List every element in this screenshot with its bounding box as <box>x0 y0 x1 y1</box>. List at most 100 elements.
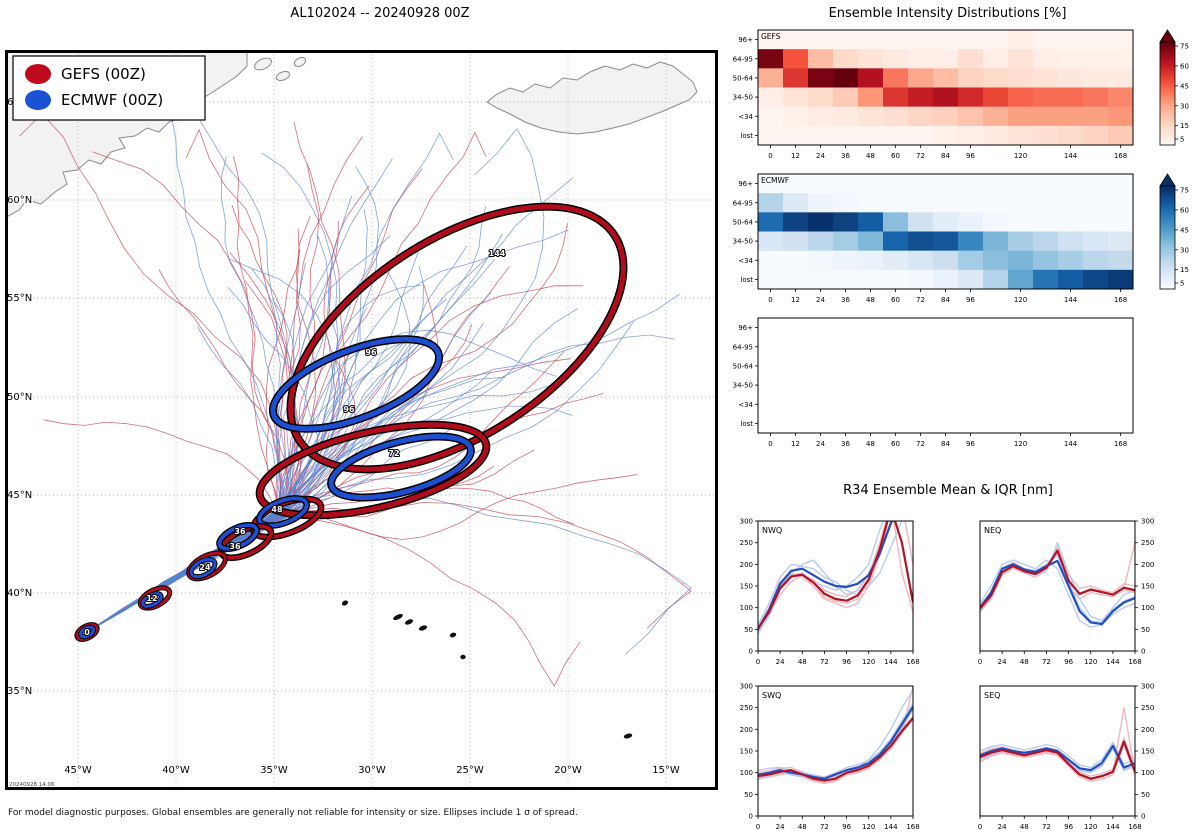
svg-text:12: 12 <box>791 440 800 448</box>
svg-text:100: 100 <box>1141 769 1154 777</box>
svg-text:144: 144 <box>489 249 506 258</box>
svg-text:72: 72 <box>916 440 925 448</box>
svg-text:50°N: 50°N <box>7 392 32 403</box>
svg-text:24: 24 <box>816 440 825 448</box>
svg-text:168: 168 <box>1128 658 1141 666</box>
svg-text:96: 96 <box>365 348 377 357</box>
svg-text:75: 75 <box>1180 43 1189 51</box>
svg-text:100: 100 <box>740 604 753 612</box>
svg-text:SWQ: SWQ <box>762 691 781 700</box>
svg-text:48: 48 <box>866 296 875 304</box>
svg-text:72: 72 <box>916 296 925 304</box>
svg-text:96+: 96+ <box>738 36 753 44</box>
svg-text:5: 5 <box>1180 136 1184 144</box>
svg-text:34-50: 34-50 <box>733 94 753 102</box>
svg-text:250: 250 <box>740 704 753 712</box>
svg-text:120: 120 <box>1084 658 1097 666</box>
svg-text:0: 0 <box>749 813 753 821</box>
svg-text:72: 72 <box>1042 823 1051 831</box>
svg-text:lost: lost <box>740 132 753 140</box>
svg-text:30°W: 30°W <box>358 765 386 776</box>
svg-text:64-95: 64-95 <box>733 199 753 207</box>
svg-text:120: 120 <box>1084 823 1097 831</box>
svg-text:NEQ: NEQ <box>984 526 1001 535</box>
svg-text:120: 120 <box>1014 440 1027 448</box>
svg-text:300: 300 <box>740 683 753 691</box>
svg-text:<34: <34 <box>738 257 753 265</box>
svg-text:12: 12 <box>791 152 800 160</box>
intensity-panel-gefs: 96+ 64-95 50-64 34-50 <34 lost GEFS 0 12 24 36 48 60… <box>733 29 1189 160</box>
svg-text:144: 144 <box>884 658 898 666</box>
svg-text:150: 150 <box>1141 748 1154 756</box>
svg-text:25°W: 25°W <box>456 765 484 776</box>
svg-text:15°W: 15°W <box>652 765 680 776</box>
svg-text:96: 96 <box>966 296 975 304</box>
svg-text:300: 300 <box>1141 683 1154 691</box>
svg-text:120: 120 <box>1014 152 1027 160</box>
svg-text:45: 45 <box>1180 82 1189 90</box>
r34-panel-nwq: 0 50 100 150 200 250 300 0 24 48 72 96 120 144 168 NWQ <box>740 518 920 667</box>
svg-text:5: 5 <box>1180 280 1184 288</box>
svg-text:12: 12 <box>791 296 800 304</box>
r34-panel-neq: 0 50 100 150 200 250 300 0 24 48 72 96 120 144 168 NEQ <box>978 518 1155 667</box>
svg-text:150: 150 <box>1141 583 1154 591</box>
svg-text:0: 0 <box>1141 648 1145 656</box>
svg-text:24: 24 <box>776 823 785 831</box>
svg-text:72: 72 <box>820 823 829 831</box>
svg-text:168: 168 <box>1128 823 1141 831</box>
svg-text:0: 0 <box>749 648 753 656</box>
footer-note: For model diagnostic purposes. Global en… <box>8 808 578 818</box>
svg-text:45°N: 45°N <box>7 490 32 501</box>
map-title: AL102024 -- 20240928 00Z <box>290 6 470 21</box>
svg-text:168: 168 <box>1114 152 1127 160</box>
intensity-panel-ecmwf: 96+ 64-95 50-64 34-50 <34 lost ECMWF 0 12 24 36 48 6… <box>733 173 1189 304</box>
svg-text:100: 100 <box>1141 604 1154 612</box>
svg-text:0: 0 <box>768 440 772 448</box>
svg-text:48: 48 <box>866 152 875 160</box>
svg-text:48: 48 <box>271 505 283 514</box>
svg-text:60: 60 <box>1180 62 1189 70</box>
svg-text:50: 50 <box>1141 791 1150 799</box>
svg-text:GEFS: GEFS <box>761 32 781 41</box>
svg-text:48: 48 <box>866 440 875 448</box>
svg-text:ECMWF: ECMWF <box>761 176 789 185</box>
svg-text:168: 168 <box>906 823 919 831</box>
svg-text:20240928 14.06: 20240928 14.06 <box>9 782 55 788</box>
svg-text:NWQ: NWQ <box>762 526 782 535</box>
svg-text:SEQ: SEQ <box>984 691 1000 700</box>
svg-text:168: 168 <box>1114 296 1127 304</box>
svg-text:24: 24 <box>816 296 825 304</box>
svg-text:60: 60 <box>891 152 900 160</box>
svg-text:200: 200 <box>740 561 753 569</box>
svg-text:40°W: 40°W <box>162 765 190 776</box>
svg-text:48: 48 <box>798 823 807 831</box>
svg-text:150: 150 <box>740 748 753 756</box>
svg-text:120: 120 <box>862 658 875 666</box>
r34-panel-swq: 0 50 100 150 200 250 300 0 24 48 72 96 120 144 168 SWQ <box>740 683 920 832</box>
svg-text:GEFS (00Z): GEFS (00Z) <box>61 65 146 83</box>
svg-text:40°N: 40°N <box>7 588 32 599</box>
svg-text:96: 96 <box>842 658 851 666</box>
svg-text:24: 24 <box>998 823 1007 831</box>
svg-text:36: 36 <box>841 296 850 304</box>
svg-text:96: 96 <box>966 440 975 448</box>
svg-text:36: 36 <box>841 152 850 160</box>
svg-text:50: 50 <box>1141 626 1150 634</box>
intensity-title: Ensemble Intensity Distributions [%] <box>828 6 1067 21</box>
svg-text:0: 0 <box>756 658 760 666</box>
svg-text:34-50: 34-50 <box>733 382 753 390</box>
svg-text:96: 96 <box>1064 658 1073 666</box>
svg-text:30: 30 <box>1180 102 1189 110</box>
svg-text:35°W: 35°W <box>260 765 288 776</box>
svg-text:0: 0 <box>756 823 760 831</box>
svg-text:75: 75 <box>1180 187 1189 195</box>
svg-text:30: 30 <box>1180 246 1189 254</box>
map-canvas: 1449696724836362412065°N60°N55°N50°N45°N… <box>5 50 718 790</box>
svg-text:64-95: 64-95 <box>733 343 753 351</box>
svg-text:15: 15 <box>1180 266 1189 274</box>
svg-text:24: 24 <box>998 658 1007 666</box>
svg-text:96+: 96+ <box>738 180 753 188</box>
svg-text:72: 72 <box>916 152 925 160</box>
svg-text:35°N: 35°N <box>7 686 32 697</box>
svg-text:36: 36 <box>234 527 246 536</box>
